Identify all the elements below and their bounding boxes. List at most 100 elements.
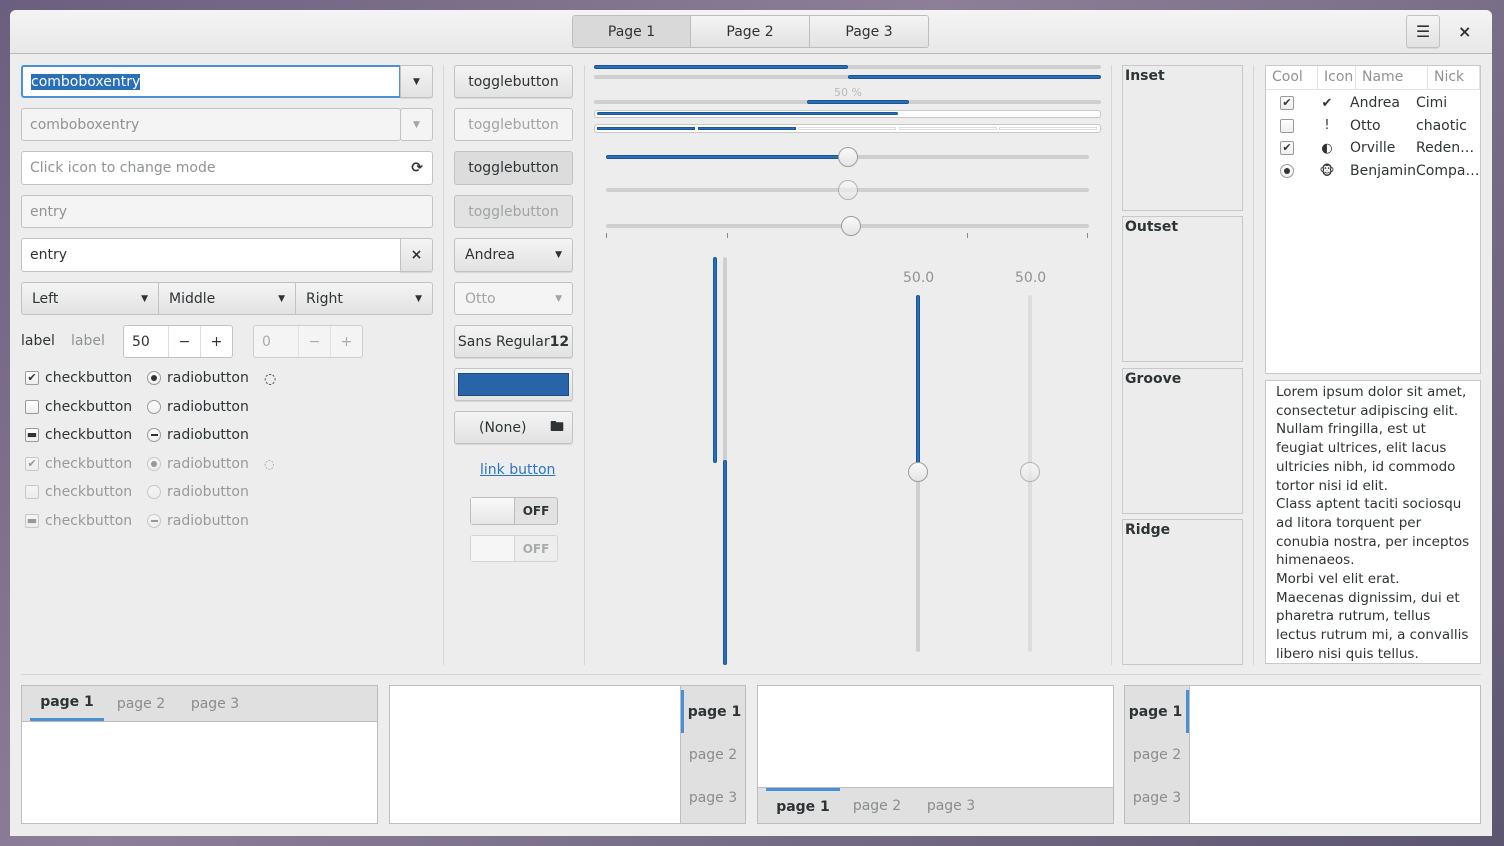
radiobutton[interactable]: radiobutton [147, 370, 249, 386]
combo-otto-label: Otto [465, 290, 496, 307]
hamburger-icon: ☰ [1415, 22, 1431, 41]
mode-entry[interactable]: Click icon to change mode ⟳ [21, 151, 433, 185]
notebook-tab[interactable]: page 3 [926, 797, 976, 814]
notebook-tab[interactable]: page 3 [1132, 789, 1182, 806]
tree-cell-nick: chaotic [1416, 117, 1467, 134]
checkbox-mixed[interactable]: ▬ [25, 428, 39, 442]
slider-tick [967, 233, 968, 238]
checkbox-checked[interactable]: ✔ [25, 371, 39, 385]
entry-disabled: entry [21, 195, 433, 228]
notebook-tab[interactable]: page 1 [681, 690, 745, 733]
tree-row[interactable]: 🐵 Benjamin Compa… [1266, 160, 1480, 182]
spin-value[interactable]: 50 [132, 333, 150, 350]
checkbox-unchecked[interactable] [25, 399, 39, 414]
slider-handle[interactable] [840, 216, 861, 236]
entry[interactable]: entry [21, 238, 401, 272]
increment-button[interactable]: + [200, 326, 232, 357]
slider-handle[interactable] [837, 180, 858, 200]
checkbutton[interactable]: ✔ checkbutton [25, 370, 132, 386]
checkbox-checked: ✔ [25, 456, 39, 471]
combobox-entry[interactable]: comboboxentry [21, 65, 401, 98]
radiobutton: radiobutton [147, 513, 249, 529]
combo-andrea[interactable]: Andrea ▼ [454, 238, 573, 272]
decrement-button[interactable]: − [168, 326, 200, 357]
notebook-tab[interactable]: page 1 [1125, 690, 1189, 733]
combo-left[interactable]: Left ▼ [22, 283, 159, 314]
tree-row[interactable]: ✔ ✔ Andrea Cimi [1266, 92, 1480, 114]
notebook-tab[interactable]: page 2 [852, 797, 902, 814]
clear-button[interactable]: × [400, 238, 433, 272]
window: Page 1 Page 2 Page 3 ☰ × comboboxentry ▼… [10, 10, 1492, 836]
notebook-tab[interactable]: page 1 [30, 686, 104, 721]
togglebutton-active-disabled: togglebutton [454, 195, 573, 228]
font-button[interactable]: Sans Regular 12 [454, 325, 573, 358]
switch[interactable]: OFF [470, 497, 558, 525]
combobox-dropdown-button[interactable]: ▼ [400, 65, 433, 98]
checkbutton[interactable]: ▬ checkbutton [25, 427, 132, 443]
checkbutton[interactable]: checkbutton [25, 399, 132, 415]
slider-tick [1087, 233, 1088, 238]
notebook: page 1 page 2 page 3 [389, 685, 746, 824]
progress-label: 50 % [834, 86, 862, 99]
radio-unselected[interactable] [147, 399, 161, 414]
emblem-default-icon: ✔ [1321, 95, 1333, 111]
spin-button[interactable]: 50 − + [123, 325, 233, 358]
notebook-tab[interactable]: page 2 [688, 746, 738, 763]
tree-view[interactable]: Cool Icon Name Nick ✔ ✔ Andrea Cimi! Otto chaotic… [1265, 65, 1481, 374]
radio-selected[interactable] [147, 371, 161, 385]
vertical-scale-handle[interactable] [908, 462, 928, 482]
combobox-dropdown-disabled: ▼ [400, 108, 433, 141]
linked-combos: Left ▼ Middle ▼ Right ▼ [21, 282, 433, 315]
slider-tick [727, 233, 728, 238]
notebook-tab[interactable]: page 1 [766, 788, 840, 823]
close-button[interactable]: × [1458, 22, 1471, 41]
notebook-tab[interactable]: page 3 [190, 695, 240, 712]
combo-middle[interactable]: Middle ▼ [159, 283, 296, 314]
cool-toggle[interactable] [1266, 118, 1308, 133]
menu-button[interactable]: ☰ [1406, 15, 1440, 48]
separator [21, 674, 1481, 675]
column-header[interactable]: Cool [1266, 66, 1318, 89]
tree-row[interactable]: ✔ ◐ Orville Reden… [1266, 137, 1480, 159]
refresh-icon[interactable]: ⟳ [411, 160, 423, 176]
tree-row[interactable]: ! Otto chaotic [1266, 115, 1480, 137]
chevron-down-icon: ▼ [141, 293, 148, 304]
cool-toggle[interactable]: ✔ [1266, 96, 1308, 110]
file-chooser-button[interactable]: (None) 🖿 [454, 411, 573, 444]
color-button[interactable] [454, 368, 573, 401]
level-segment [999, 127, 1097, 130]
tab-page-3[interactable]: Page 3 [810, 16, 928, 47]
slider-handle[interactable] [837, 147, 858, 167]
tree-cell-name: Otto [1350, 117, 1381, 134]
radio-mixed[interactable] [147, 428, 161, 442]
notebook-tab[interactable]: page 2 [116, 695, 166, 712]
text-view[interactable]: Lorem ipsum dolor sit amet, consectetur … [1265, 380, 1481, 664]
notebook-tab[interactable]: page 2 [1132, 746, 1182, 763]
progress-bar [594, 65, 1101, 69]
combo-right[interactable]: Right ▼ [296, 283, 432, 314]
stack-switcher: Page 1 Page 2 Page 3 [572, 15, 929, 48]
radio-unselected [147, 485, 161, 499]
dialog-warning-icon: ! [1324, 118, 1330, 134]
radiobutton[interactable]: radiobutton [147, 399, 249, 415]
checkbutton: checkbutton [25, 484, 132, 500]
link-button[interactable]: link button [480, 462, 556, 478]
togglebutton-active[interactable]: togglebutton [454, 151, 573, 185]
tab-page-1[interactable]: Page 1 [573, 16, 691, 47]
notebook-tab[interactable]: page 3 [688, 789, 738, 806]
togglebutton[interactable]: togglebutton [454, 65, 573, 98]
column-header[interactable]: Icon [1318, 66, 1356, 89]
level-segment [798, 127, 896, 130]
level-fill [597, 112, 898, 115]
increment-button-disabled: + [330, 326, 362, 357]
frame-ridge: Ridge [1122, 519, 1243, 665]
chevron-down-icon: ▼ [278, 293, 285, 304]
column-header[interactable]: Nick [1428, 66, 1480, 89]
tab-page-2[interactable]: Page 2 [691, 16, 810, 47]
column-header[interactable]: Name [1356, 66, 1428, 89]
combobox-entry-text: comboboxentry [31, 73, 141, 90]
cool-toggle[interactable]: ✔ [1266, 141, 1308, 156]
separator [1253, 65, 1254, 665]
cool-toggle[interactable] [1266, 164, 1308, 179]
radiobutton[interactable]: radiobutton [147, 427, 249, 443]
